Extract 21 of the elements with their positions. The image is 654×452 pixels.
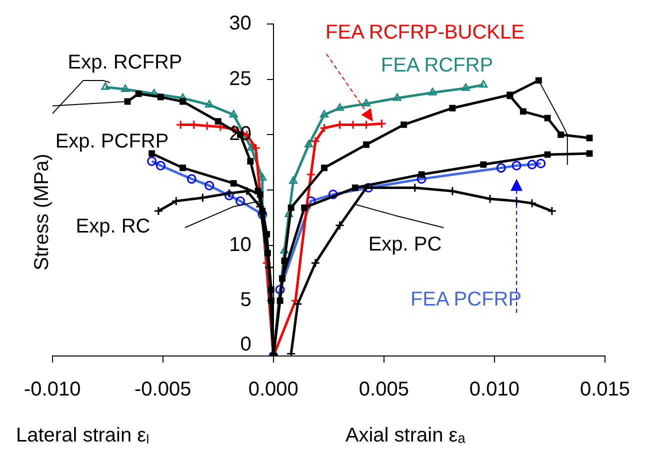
x-tick-label: 0.010 <box>469 378 520 401</box>
y-tick-label: 25 <box>229 68 252 90</box>
x-tick-label: -0.010 <box>24 378 81 401</box>
x-tick-label: 0.005 <box>358 378 409 401</box>
y-tick-label: 5 <box>240 289 252 312</box>
series-label: FEA RCFRP <box>380 54 494 77</box>
y-axis-title: Stress (MPa) <box>30 154 53 270</box>
text: FEA RCFRP-BUCKLE <box>326 22 524 44</box>
x-tick-label: 0.015 <box>580 378 630 401</box>
x-tick-label: 0.000 <box>248 378 298 401</box>
x-axis-title: Lateral strain εₗ <box>16 424 150 447</box>
series-label: Exp. PCFRP <box>55 130 169 153</box>
series-label: Exp. RC <box>76 216 150 238</box>
text: Axial strain εₐ <box>345 424 466 447</box>
x-tick-label: -0.005 <box>134 378 192 401</box>
series-label: Exp. RCFRP <box>68 52 182 74</box>
y-tick-label: 0 <box>240 334 252 356</box>
y-tick-label: 30 <box>229 12 252 35</box>
text: FEA PCFRP <box>410 288 522 311</box>
series-label: Exp. PC <box>368 234 442 256</box>
y-tick-label: 10 <box>229 234 252 256</box>
